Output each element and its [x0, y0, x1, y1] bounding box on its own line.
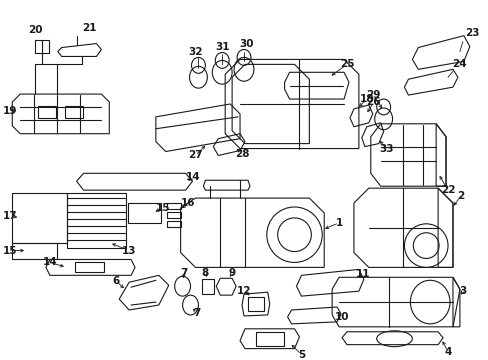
Text: 18: 18 — [359, 94, 373, 104]
Text: 25: 25 — [339, 59, 353, 69]
Text: 17: 17 — [3, 211, 18, 221]
Text: 19: 19 — [3, 106, 18, 116]
Bar — [247, 297, 263, 311]
Text: 13: 13 — [122, 246, 136, 256]
Text: 15: 15 — [3, 246, 18, 256]
Text: 32: 32 — [188, 46, 203, 57]
Text: 33: 33 — [379, 144, 393, 154]
Bar — [202, 279, 214, 294]
Text: 28: 28 — [234, 149, 249, 158]
Text: 10: 10 — [334, 312, 348, 322]
Text: 16: 16 — [181, 198, 195, 208]
Text: 30: 30 — [239, 39, 254, 49]
Text: 29: 29 — [366, 90, 380, 100]
Text: 9: 9 — [228, 268, 235, 278]
Text: 3: 3 — [458, 286, 466, 296]
Text: 21: 21 — [82, 23, 97, 33]
Text: 14: 14 — [42, 257, 57, 267]
Text: 8: 8 — [202, 268, 208, 278]
Text: 27: 27 — [188, 150, 203, 161]
Text: 2: 2 — [456, 191, 464, 201]
Text: 15: 15 — [155, 203, 170, 213]
Text: 7: 7 — [192, 308, 200, 318]
Text: 4: 4 — [444, 347, 451, 357]
Text: 11: 11 — [355, 269, 369, 279]
Text: 6: 6 — [112, 276, 120, 286]
Text: 24: 24 — [452, 59, 466, 69]
Text: 7: 7 — [180, 268, 187, 278]
Text: 26: 26 — [366, 97, 380, 107]
Text: 22: 22 — [440, 185, 454, 195]
Bar — [38, 106, 56, 118]
Text: 12: 12 — [236, 286, 251, 296]
Bar — [64, 106, 82, 118]
Bar — [166, 212, 180, 218]
Bar — [75, 262, 104, 273]
Text: 23: 23 — [465, 28, 479, 38]
Text: 20: 20 — [28, 25, 42, 35]
Text: 14: 14 — [186, 172, 201, 182]
Bar — [35, 40, 49, 54]
Text: 1: 1 — [335, 218, 342, 228]
Bar — [255, 332, 283, 346]
Text: 31: 31 — [215, 41, 229, 51]
Bar — [166, 221, 180, 227]
Bar — [166, 203, 180, 209]
Text: 5: 5 — [297, 350, 305, 360]
